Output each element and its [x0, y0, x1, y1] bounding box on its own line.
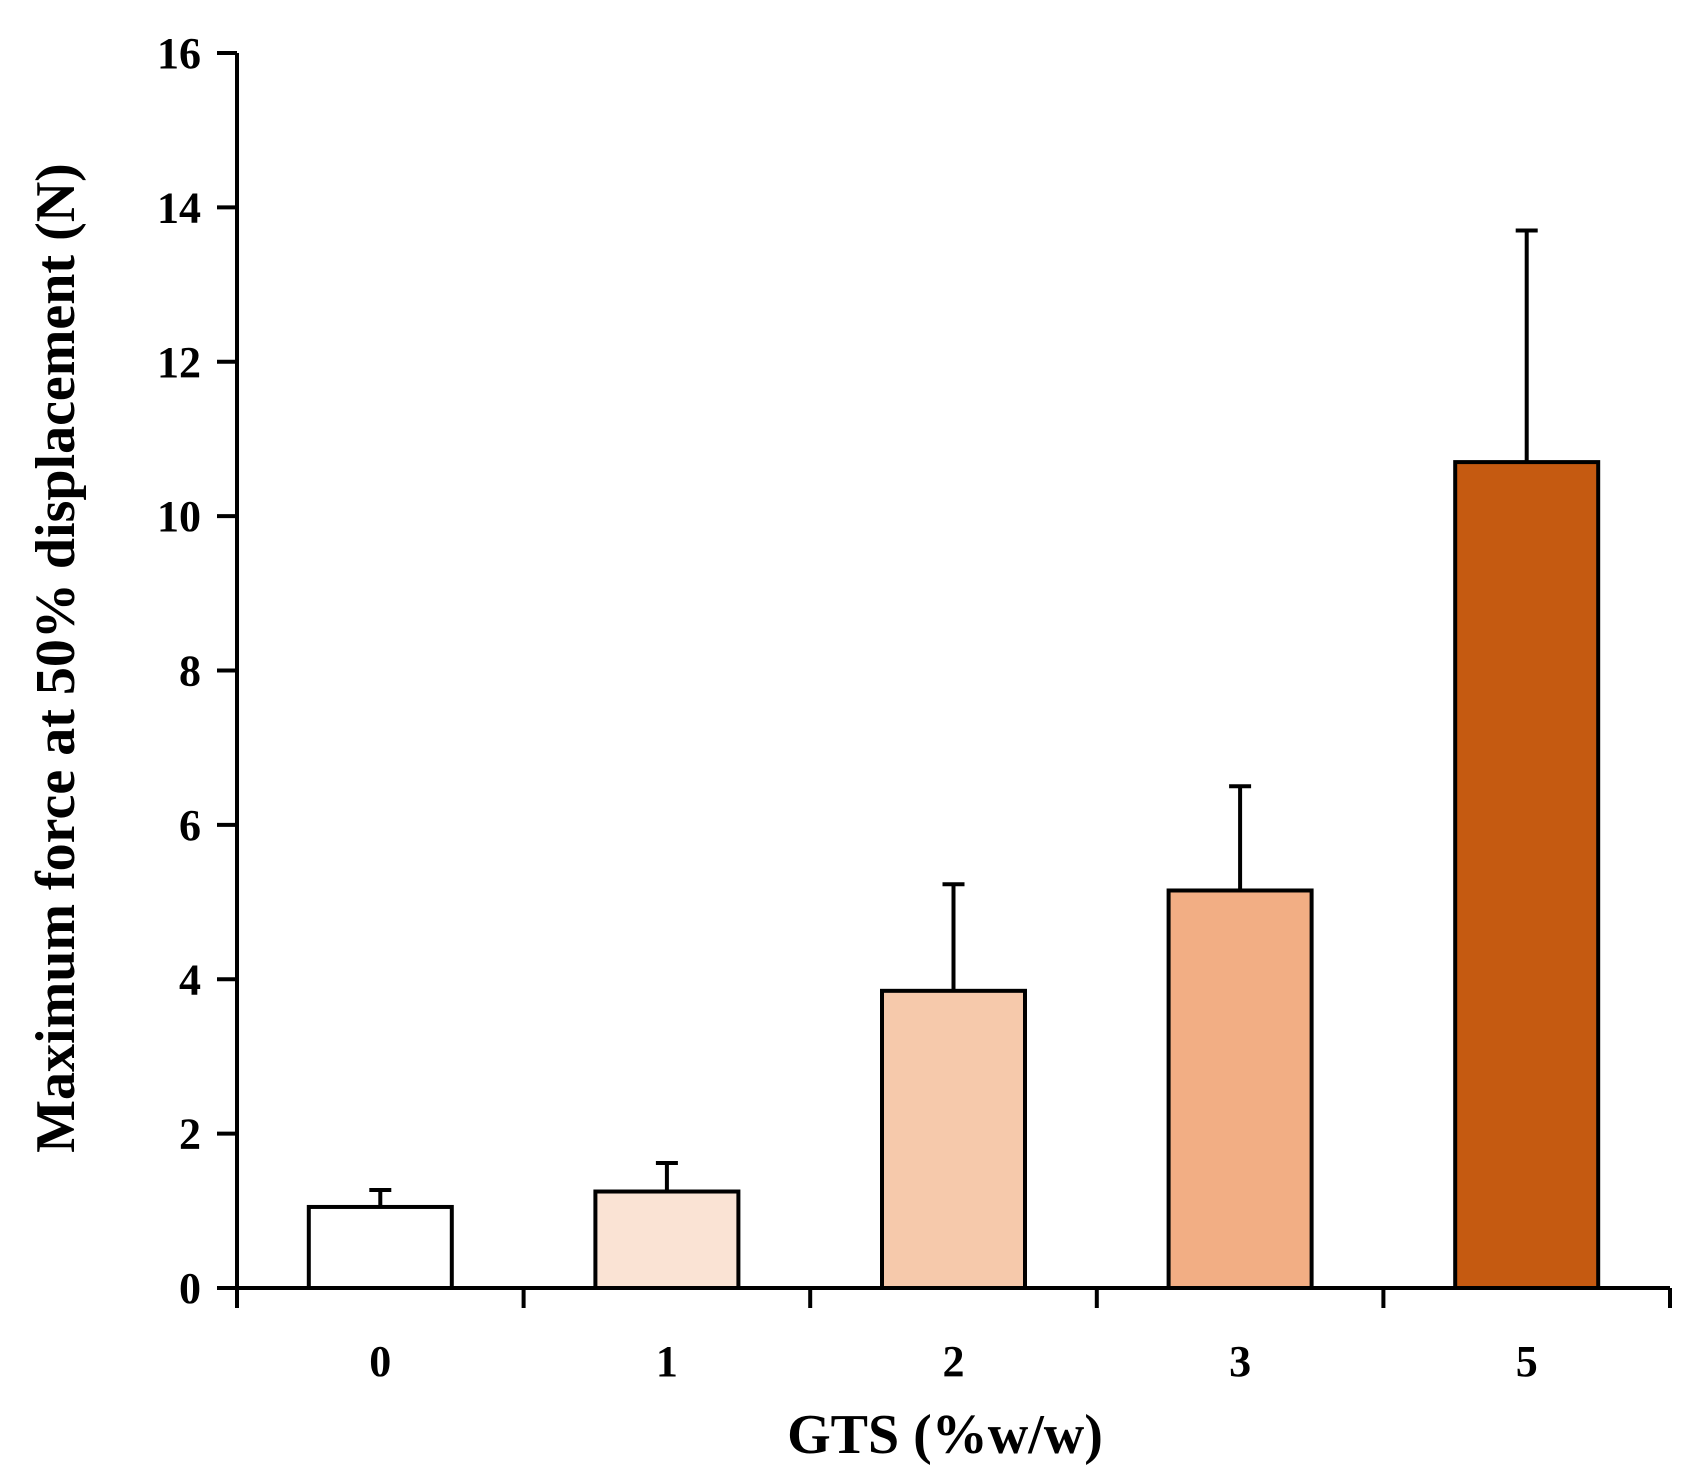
- y-axis-title: Maximum force at 50% displacement (N): [25, 163, 87, 1153]
- y-tick-label: 10: [157, 492, 201, 541]
- bar: [306, 1204, 454, 1290]
- x-tick-label: 1: [656, 1337, 678, 1386]
- x-tick-label: 0: [369, 1337, 391, 1386]
- x-tick-label: 5: [1516, 1337, 1538, 1386]
- bar: [880, 988, 1027, 1290]
- y-tick-label: 6: [179, 801, 201, 850]
- y-tick-label: 4: [179, 955, 201, 1004]
- x-tick-label: 3: [1229, 1337, 1251, 1386]
- error-bars-layer: [369, 228, 1538, 1207]
- y-tick-label: 0: [179, 1264, 201, 1313]
- y-ticks: 0 2 4 6 8 10 12 14 16: [157, 29, 237, 1313]
- bar: [1453, 460, 1601, 1290]
- bar: [1166, 888, 1314, 1290]
- bars-layer: [306, 460, 1601, 1290]
- y-tick-label: 8: [179, 647, 201, 696]
- y-tick-label: 16: [157, 29, 201, 78]
- x-ticks: 0 1 2 3 5: [235, 1288, 1672, 1386]
- x-tick-label: 2: [943, 1337, 965, 1386]
- y-tick-label: 12: [157, 338, 201, 387]
- y-tick-label: 2: [179, 1110, 201, 1159]
- bar: [593, 1189, 741, 1290]
- x-axis-title: GTS (%w/w): [787, 1404, 1103, 1466]
- y-tick-label: 14: [157, 183, 201, 232]
